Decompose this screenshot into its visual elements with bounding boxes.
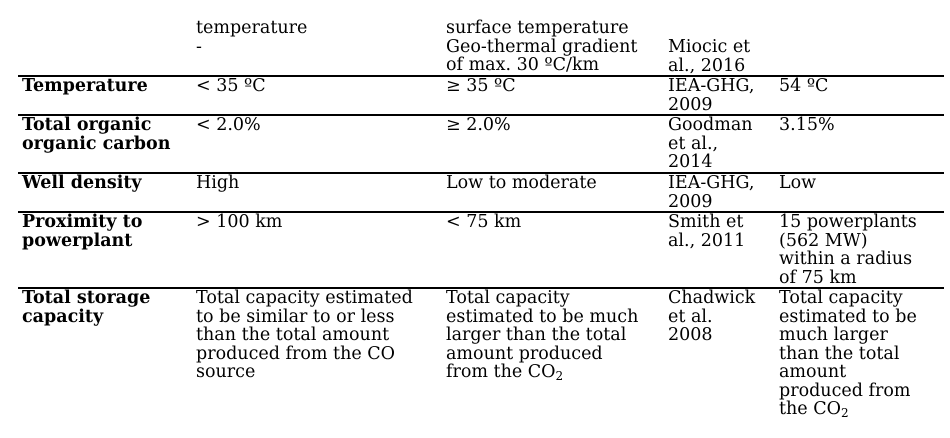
cell-reference: Chadwick et al. 2008 xyxy=(668,288,756,345)
cell-site-value: 15 powerplants (562 MW) within a radius … xyxy=(779,212,917,288)
row-divider xyxy=(18,114,944,116)
cell-suitable: Low to moderate xyxy=(446,173,597,193)
cell-unsuitable: Total capacity estimated to be similar t… xyxy=(196,288,413,382)
row-divider xyxy=(18,75,944,77)
row-divider xyxy=(18,211,944,213)
head-col-unsuitable: temperature - xyxy=(196,18,308,57)
row-label-temperature: Temperature xyxy=(22,76,148,96)
cell-site-value-text: Total capacity estimated to be much larg… xyxy=(779,288,917,419)
cell-unsuitable: < 2.0% xyxy=(196,115,261,135)
cell-suitable-text: Total capacity estimated to be much larg… xyxy=(446,288,639,382)
subscript: 2 xyxy=(555,369,564,383)
subscript: 2 xyxy=(840,406,849,420)
cell-unsuitable: > 100 km xyxy=(196,212,283,232)
row-label-storage-capacity: Total storage capacity xyxy=(22,288,151,327)
cell-reference: Smith et al., 2011 xyxy=(668,212,746,251)
head-col-reference: Miocic et al., 2016 xyxy=(668,37,751,76)
cell-reference: Goodman et al., 2014 xyxy=(668,115,753,172)
row-label-toc: Total organic organic carbon xyxy=(22,115,171,154)
row-label-proximity: Proximity to powerplant xyxy=(22,212,143,251)
cell-unsuitable: < 35 ºC xyxy=(196,76,266,96)
cell-suitable: ≥ 2.0% xyxy=(446,115,511,135)
row-divider xyxy=(18,287,944,289)
row-divider xyxy=(18,172,944,174)
cell-suitable: < 75 km xyxy=(446,212,522,232)
cell-site-value: Total capacity estimated to be much larg… xyxy=(779,289,917,419)
cell-suitable: ≥ 35 ºC xyxy=(446,76,516,96)
cell-suitable: Total capacity estimated to be much larg… xyxy=(446,289,638,382)
row-label-well-density: Well density xyxy=(22,173,142,193)
cell-site-value: Low xyxy=(779,173,817,193)
head-col-suitable: surface temperature Geo-thermal gradient… xyxy=(446,18,638,75)
cell-site-value: 3.15% xyxy=(779,115,835,135)
cell-unsuitable: High xyxy=(196,173,240,193)
cell-site-value: 54 ºC xyxy=(779,76,829,96)
cell-reference: IEA-GHG, 2009 xyxy=(668,76,755,115)
cell-reference: IEA-GHG, 2009 xyxy=(668,173,755,212)
